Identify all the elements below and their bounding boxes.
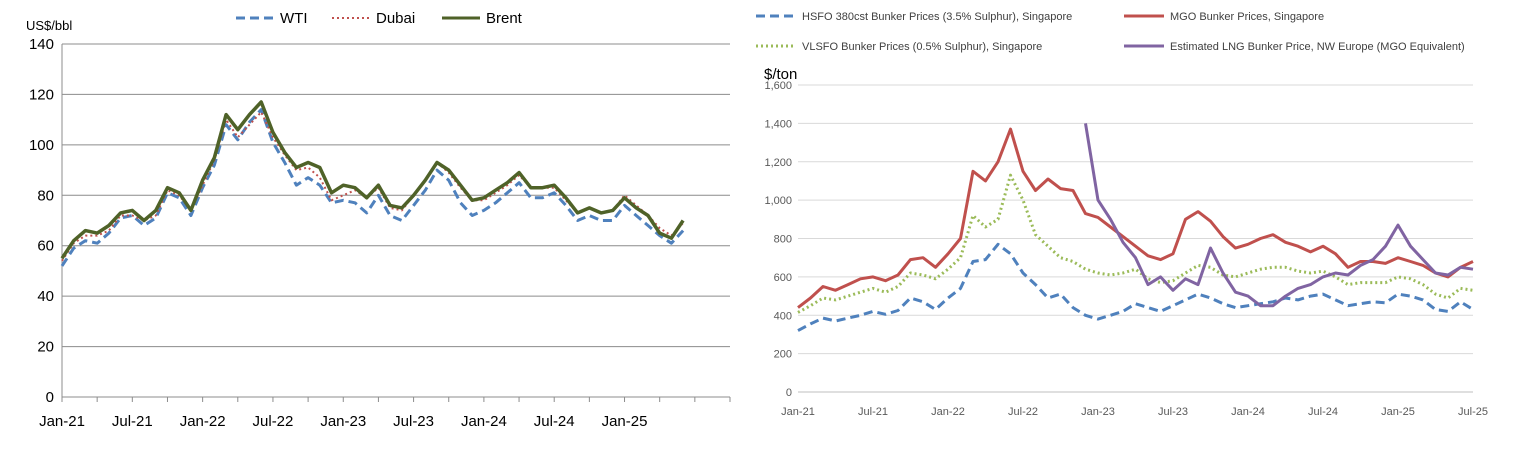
y-tick-label: 120 [29, 86, 54, 103]
y-tick-label: 1,600 [764, 80, 792, 92]
x-tick-label: Jan-24 [1231, 406, 1265, 418]
y-tick-label: 60 [37, 238, 54, 255]
legend-label: Estimated LNG Bunker Price, NW Europe (M… [1170, 41, 1465, 53]
series-line-dubai [61, 111, 684, 262]
y-tick-label: 1,000 [764, 195, 792, 207]
y-tick-label: 100 [29, 137, 54, 154]
x-tick-label: Jan-22 [931, 406, 965, 418]
x-tick-label: Jan-23 [320, 413, 366, 430]
y-axis-title: US$/bbl [26, 18, 72, 33]
y-tick-label: 1,200 [764, 157, 792, 169]
x-tick-label: Jul-23 [1158, 406, 1188, 418]
x-tick-label: Jul-22 [253, 413, 294, 430]
x-tick-label: Jul-24 [534, 413, 575, 430]
series-line-lng [1084, 123, 1474, 308]
series-line-vlsfo [797, 173, 1474, 314]
x-tick-label: Jul-22 [1008, 406, 1038, 418]
legend-label: Brent [486, 10, 523, 27]
x-tick-label: Jan-23 [1081, 406, 1115, 418]
y-axis-title: $/ton [764, 66, 797, 83]
legend-label: MGO Bunker Prices, Singapore [1170, 11, 1324, 23]
x-tick-label: Jul-23 [393, 413, 434, 430]
y-tick-label: 20 [37, 339, 54, 356]
y-tick-label: 200 [774, 349, 792, 361]
y-tick-label: 0 [46, 389, 54, 406]
crude-oil-price-chart: 0 20 40 60 80 100 120 140 Jan-21 Jul-21 Jan-22 Jul-… [26, 10, 731, 430]
legend-label: WTI [280, 10, 308, 27]
y-tick-label: 40 [37, 288, 54, 305]
legend-label: HSFO 380cst Bunker Prices (3.5% Sulphur)… [802, 11, 1072, 23]
y-tick-label: 400 [774, 310, 792, 322]
bunker-price-chart: 0 200 400 600 800 1,000 1,200 1,400 1,600 Jan-21 J… [756, 11, 1488, 418]
series-line-mgo [797, 127, 1474, 309]
x-tick-label: Jul-21 [858, 406, 888, 418]
legend-label: VLSFO Bunker Prices (0.5% Sulphur), Sing… [802, 41, 1042, 53]
y-tick-label: 80 [37, 187, 54, 204]
x-tick-label: Jul-25 [1458, 406, 1488, 418]
x-tick-label: Jul-21 [112, 413, 153, 430]
x-tick-label: Jan-24 [461, 413, 507, 430]
y-tick-label: 1,400 [764, 118, 792, 130]
x-tick-label: Jan-25 [602, 413, 648, 430]
y-tick-label: 140 [29, 36, 54, 53]
x-tick-label: Jan-22 [180, 413, 226, 430]
x-tick-label: Jan-25 [1381, 406, 1415, 418]
x-tick-label: Jan-21 [39, 413, 85, 430]
x-tick-label: Jan-21 [781, 406, 815, 418]
y-tick-label: 800 [774, 234, 792, 246]
y-tick-label: 600 [774, 272, 792, 284]
y-tick-label: 0 [786, 387, 792, 399]
series-line-brent [60, 100, 685, 260]
series-line-wti [60, 108, 685, 267]
x-tick-label: Jul-24 [1308, 406, 1338, 418]
legend-label: Dubai [376, 10, 415, 27]
